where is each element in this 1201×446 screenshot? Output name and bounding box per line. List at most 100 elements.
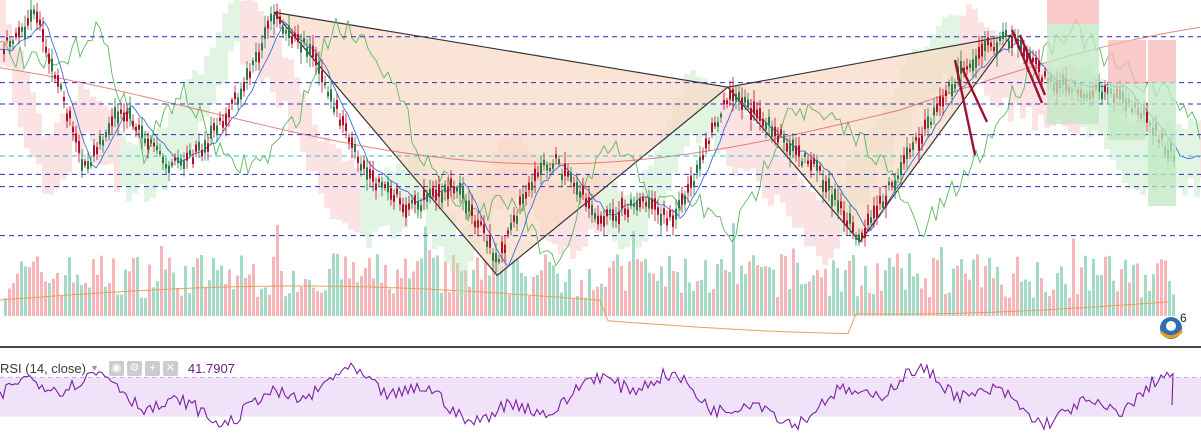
chevron-down-icon[interactable]: ▼ <box>89 363 99 373</box>
volume-bar <box>884 270 887 316</box>
candle-body <box>66 113 68 122</box>
close-icon[interactable]: ✕ <box>162 360 178 376</box>
volume-bar <box>920 288 923 316</box>
candle-body <box>582 185 584 195</box>
candle-body <box>264 27 266 39</box>
cloud-segment <box>78 80 84 156</box>
candle-body <box>120 109 122 114</box>
candle-body <box>294 32 296 38</box>
volume-bar <box>832 260 835 316</box>
volume-bar <box>200 255 203 316</box>
candle-body <box>996 42 998 56</box>
volume-bar <box>820 277 823 316</box>
rsi-pane[interactable] <box>0 348 1201 446</box>
candle-body <box>660 213 662 226</box>
volume-bar <box>124 269 127 316</box>
cloud-segment <box>24 72 30 149</box>
candle-body <box>627 209 629 218</box>
cloud-segment <box>234 0 240 42</box>
volume-bar <box>604 286 607 316</box>
volume-bar <box>668 255 671 316</box>
volume-bar <box>912 276 915 316</box>
pattern-line-bd <box>727 34 1012 88</box>
candle-body <box>612 209 614 221</box>
volume-bar <box>360 275 363 316</box>
candle-body <box>900 162 902 174</box>
volume-bar <box>768 267 771 316</box>
cloud-segment <box>90 96 96 141</box>
volume-bar <box>1116 291 1119 316</box>
trend-strokes <box>953 29 1047 156</box>
candle-body <box>615 215 617 222</box>
pane-divider[interactable] <box>0 346 1201 348</box>
candle-body <box>63 96 65 102</box>
volume-bar <box>892 266 895 316</box>
cloud-segment <box>576 181 582 251</box>
candle-body <box>114 107 116 119</box>
candle-body <box>966 66 968 70</box>
position-box <box>1108 84 1146 140</box>
volume-bar <box>412 271 415 316</box>
candle-body <box>321 70 323 83</box>
volume-bar <box>684 258 687 316</box>
candle-body <box>252 60 254 66</box>
candle-body <box>447 186 449 200</box>
volume-bar <box>408 278 411 316</box>
candle-body <box>6 37 8 41</box>
candle-body <box>336 100 338 109</box>
cloud-segment <box>804 187 810 247</box>
candle-body <box>642 197 644 202</box>
volume-bar <box>692 291 695 316</box>
candle-body <box>525 192 527 199</box>
volume-bar <box>336 253 339 316</box>
candle-body <box>711 122 713 133</box>
candle-body <box>291 36 293 44</box>
price-chart[interactable] <box>0 0 1201 346</box>
candle-body <box>654 198 656 210</box>
candle-body <box>885 195 887 208</box>
candle-body <box>261 42 263 51</box>
volume-bar <box>676 272 679 316</box>
volume-bar <box>780 254 783 316</box>
volume-bar <box>1088 290 1091 316</box>
candle-body <box>201 149 203 157</box>
cloud-segment <box>648 165 654 211</box>
harmonic-pattern <box>273 11 1012 277</box>
logo-badge[interactable]: 6 <box>1158 311 1188 342</box>
cloud-segment <box>216 32 222 86</box>
position-box <box>1148 82 1176 206</box>
eye-icon[interactable]: ◉ <box>108 360 124 376</box>
volume-bar <box>132 258 135 316</box>
volume-bar <box>704 260 707 316</box>
candle-body <box>657 207 659 215</box>
volume-bar <box>1104 256 1107 316</box>
volume-bar <box>888 257 891 316</box>
candle-body <box>318 61 320 74</box>
candle-body <box>837 200 839 213</box>
candle-body <box>354 144 356 153</box>
rsi-label[interactable]: RSI (14, close) <box>0 360 86 376</box>
plus-icon[interactable]: + <box>144 360 160 376</box>
volume-bar <box>716 264 719 316</box>
candle-body <box>132 120 134 127</box>
cloud-segment <box>312 124 318 171</box>
candle-body <box>1146 111 1148 123</box>
cloud-segment <box>624 194 630 248</box>
volume-bar <box>600 283 603 316</box>
volume-bar <box>364 268 367 316</box>
cloud-segment <box>174 102 180 161</box>
volume-bar <box>268 294 271 316</box>
candle-body <box>414 195 416 205</box>
candle-body <box>393 195 395 202</box>
volume-bar <box>616 254 619 316</box>
cloud-segment <box>54 122 60 188</box>
volume-bar <box>436 255 439 316</box>
cloud-segment <box>324 137 330 208</box>
volume-bar <box>24 266 27 316</box>
candle-body <box>993 47 995 52</box>
gear-icon[interactable]: ⚙ <box>126 360 142 376</box>
volume-bar <box>1072 238 1075 316</box>
volume-bar <box>696 281 699 316</box>
volume-bar <box>464 270 467 316</box>
volume-bar <box>784 255 787 316</box>
